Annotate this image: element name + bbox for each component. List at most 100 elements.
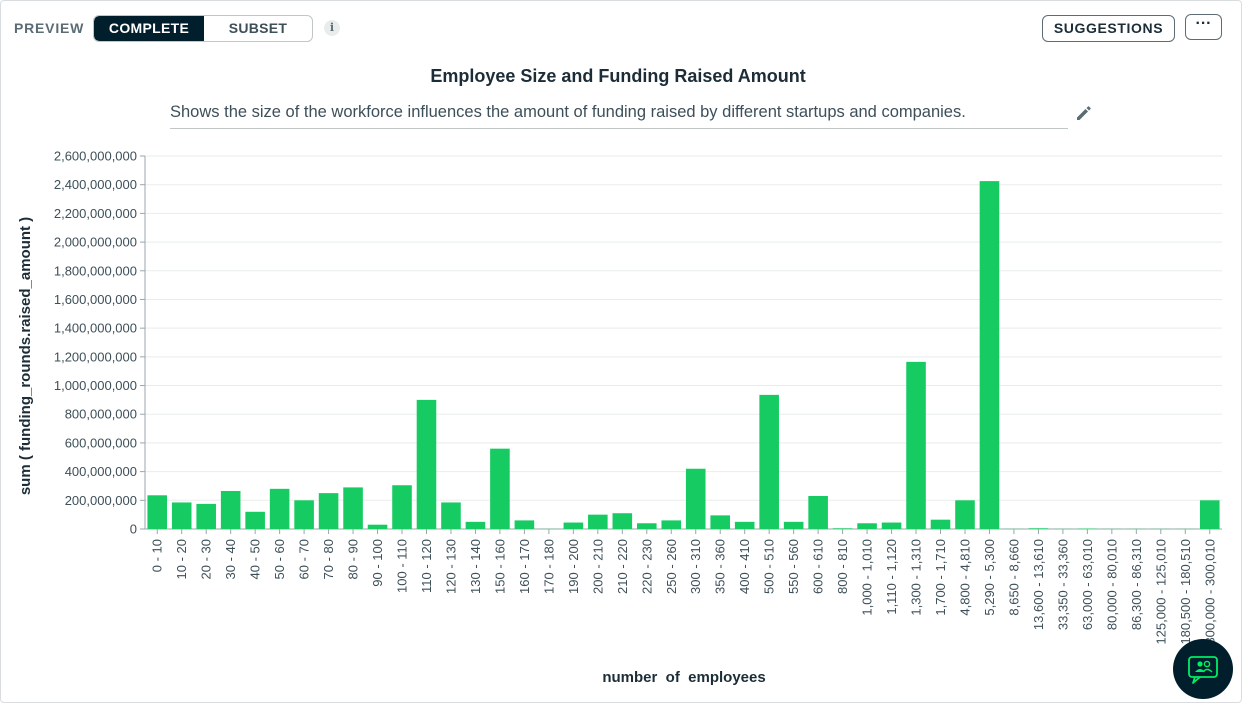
y-tick-label: 400,000,000	[65, 464, 137, 479]
x-tick-label: 300,000 - 300,010	[1202, 539, 1217, 645]
x-tick-label: 1,000 - 1,010	[860, 539, 875, 616]
bar	[881, 522, 902, 529]
x-tick-label: 20 - 30	[199, 539, 214, 579]
y-tick-label: 1,000,000,000	[54, 378, 137, 393]
y-tick-label: 2,000,000,000	[54, 235, 137, 250]
x-tick-label: 150 - 160	[492, 539, 507, 594]
bar	[563, 522, 584, 529]
bar	[661, 520, 682, 529]
pencil-icon[interactable]	[1074, 103, 1094, 123]
x-tick-label: 60 - 70	[297, 539, 312, 579]
x-tick-label: 1,300 - 1,310	[909, 539, 924, 616]
x-tick-label: 100 - 110	[395, 539, 410, 593]
x-tick-label: 125,000 - 125,010	[1153, 539, 1168, 645]
y-tick-label: 200,000,000	[65, 493, 137, 508]
bar	[490, 448, 510, 529]
y-tick-label: 0	[130, 522, 137, 537]
x-tick-label: 130 - 140	[468, 539, 483, 594]
x-tick-label: 200 - 210	[590, 539, 605, 594]
chat-assistant-icon	[1188, 656, 1218, 684]
bar	[832, 528, 853, 529]
bar-chart: 0 200,000,000 400,000,000 600,000,000 800,00…	[17, 149, 1222, 686]
y-tick-label: 2,200,000,000	[54, 206, 137, 221]
bar	[245, 511, 265, 529]
bar	[171, 502, 192, 529]
x-tick-label: 30 - 40	[223, 539, 238, 579]
x-tick-label: 110 - 120	[419, 539, 434, 593]
x-tick-label: 10 - 20	[174, 539, 189, 579]
x-tick-label: 160 - 170	[517, 539, 532, 594]
bar	[808, 496, 828, 529]
x-tick-label: 63,000 - 63,010	[1080, 539, 1095, 630]
x-tick-label: 170 - 180	[541, 539, 556, 594]
x-tick-label: 210 - 220	[615, 539, 630, 594]
bar	[318, 493, 339, 529]
info-icon[interactable]: i	[324, 20, 340, 36]
more-options-icon[interactable]: ···	[1185, 14, 1222, 40]
bar	[294, 500, 314, 529]
y-tick-label: 600,000,000	[65, 435, 137, 450]
x-tick-label: 4,800 - 4,810	[957, 539, 972, 616]
complete-mode-button[interactable]: COMPLETE	[94, 16, 204, 41]
subset-mode-button[interactable]: SUBSET	[228, 20, 288, 36]
bar	[220, 490, 241, 529]
x-tick-label: 33,350 - 33,360	[1055, 539, 1070, 630]
bar	[710, 515, 731, 529]
preview-label: PREVIEW	[14, 20, 85, 36]
x-tick-label: 8,650 - 8,660	[1006, 539, 1021, 616]
bar	[906, 361, 926, 529]
bar	[1028, 528, 1049, 529]
bar	[588, 514, 608, 529]
x-tick-label: 550 - 560	[786, 539, 801, 594]
x-tick-label: 190 - 200	[566, 539, 581, 594]
chart-description[interactable]: Shows the size of the workforce influenc…	[170, 100, 1068, 129]
data-mode-toggle[interactable]: COMPLETE SUBSET	[93, 15, 313, 42]
bar	[465, 521, 486, 529]
x-tick-label: 70 - 80	[321, 539, 336, 579]
x-tick-label: 50 - 60	[272, 539, 287, 579]
y-tick-label: 1,600,000,000	[54, 292, 137, 307]
bar	[930, 519, 951, 529]
bar	[979, 181, 1000, 529]
x-tick-label: 1,700 - 1,710	[933, 539, 948, 616]
x-tick-label: 80,000 - 80,010	[1104, 539, 1119, 630]
x-axis-label: number of employees	[602, 669, 765, 686]
x-tick-label: 400 - 410	[737, 539, 752, 594]
suggestions-button[interactable]: SUGGESTIONS	[1042, 15, 1175, 42]
bar	[783, 521, 804, 529]
x-tick-label: 120 - 130	[443, 539, 458, 594]
chart-title: Employee Size and Funding Raised Amount	[430, 66, 806, 86]
bar	[857, 523, 877, 529]
bars	[147, 181, 1220, 529]
x-tick-label: 220 - 230	[639, 539, 654, 594]
bar	[147, 495, 168, 529]
bar	[514, 520, 535, 529]
bar	[612, 513, 633, 529]
x-tick-label: 500 - 510	[762, 539, 777, 594]
bar	[441, 502, 461, 529]
x-tick-label: 300 - 310	[688, 539, 703, 594]
x-tick-label: 80 - 90	[346, 539, 361, 579]
x-tick-label: 40 - 50	[248, 539, 263, 579]
bar	[392, 485, 412, 529]
bar	[734, 521, 755, 529]
chat-assistant-button[interactable]	[1173, 639, 1233, 699]
y-tick-label: 2,400,000,000	[54, 177, 137, 192]
y-axis-ticks: 0 200,000,000 400,000,000 600,000,000 800,00…	[54, 149, 146, 537]
y-tick-label: 1,800,000,000	[54, 263, 137, 278]
bar	[416, 399, 437, 529]
x-tick-label: 13,600 - 13,610	[1031, 539, 1046, 630]
bar	[343, 487, 363, 529]
y-tick-label: 1,200,000,000	[54, 349, 137, 364]
y-tick-label: 2,600,000,000	[54, 149, 137, 164]
grid-lines	[145, 155, 1222, 530]
x-axis-ticks: 0 - 10 10 - 20 20 - 30 30 - 40 40 - 50 50 - 6…	[150, 529, 1217, 645]
bar	[636, 523, 657, 529]
x-tick-label: 1,110 - 1,120	[884, 539, 899, 615]
bar	[269, 488, 290, 529]
x-tick-label: 90 - 100	[370, 539, 385, 587]
x-tick-label: 5,290 - 5,300	[982, 539, 997, 616]
bar	[367, 524, 388, 529]
bar	[196, 503, 216, 529]
